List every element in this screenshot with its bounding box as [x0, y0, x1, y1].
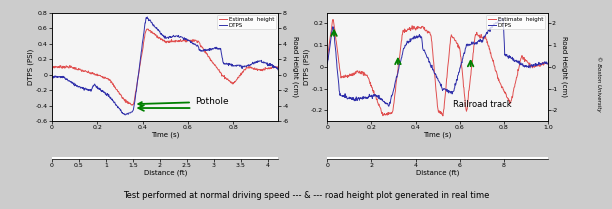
Estimate  height: [144, 28, 151, 30]
Estimate  height: [330, 18, 337, 21]
DTPS: [490, 23, 498, 25]
Line: Estimate  height: Estimate height: [327, 20, 548, 116]
Estimate  height: [381, 112, 388, 115]
DTPS: [454, 74, 461, 77]
Y-axis label: DTPS (PSI): DTPS (PSI): [303, 49, 310, 85]
Line: Estimate  height: Estimate height: [52, 29, 278, 105]
Estimate  height: [424, 32, 431, 34]
DTPS: [106, 97, 114, 99]
DTPS: [182, 39, 190, 41]
DTPS: [498, 17, 505, 19]
Estimate  height: [363, 74, 370, 76]
Text: Railroad track: Railroad track: [453, 100, 512, 109]
DTPS: [381, 100, 388, 103]
Estimate  height: [48, 68, 56, 70]
Estimate  height: [490, 64, 498, 66]
Estimate  height: [88, 71, 95, 74]
Estimate  height: [454, 46, 461, 48]
DTPS: [363, 96, 370, 99]
Legend: Estimate  height, DTPS: Estimate height, DTPS: [217, 15, 275, 29]
X-axis label: Distance (ft): Distance (ft): [416, 169, 459, 176]
Estimate  height: [275, 69, 282, 72]
DTPS: [544, 63, 551, 65]
Estimate  height: [106, 79, 114, 81]
DTPS: [48, 75, 56, 77]
Estimate  height: [152, 34, 159, 36]
Y-axis label: Road Height (cm): Road Height (cm): [292, 36, 298, 97]
DTPS: [220, 61, 227, 64]
Estimate  height: [544, 62, 551, 65]
DTPS: [471, 42, 479, 44]
DTPS: [324, 62, 331, 65]
Y-axis label: DTPS (PSI): DTPS (PSI): [28, 49, 34, 85]
DTPS: [275, 70, 282, 72]
Text: Test performed at normal driving speed --- & --- road height plot generated in r: Test performed at normal driving speed -…: [123, 191, 489, 200]
DTPS: [385, 105, 392, 107]
Line: DTPS: DTPS: [327, 18, 548, 106]
Legend: Estimate  height, DTPS: Estimate height, DTPS: [487, 15, 545, 29]
X-axis label: Time (s): Time (s): [424, 132, 452, 138]
Estimate  height: [439, 115, 447, 117]
DTPS: [152, 26, 159, 28]
Estimate  height: [200, 50, 207, 52]
Estimate  height: [129, 104, 136, 106]
DTPS: [121, 113, 129, 116]
X-axis label: Time (s): Time (s): [151, 132, 179, 138]
DTPS: [200, 48, 207, 51]
Estimate  height: [182, 39, 190, 42]
X-axis label: Distance (ft): Distance (ft): [144, 169, 187, 176]
Estimate  height: [220, 75, 227, 78]
Y-axis label: Road Height (cm): Road Height (cm): [561, 36, 567, 97]
Text: © Boston University: © Boston University: [595, 56, 602, 111]
Estimate  height: [472, 34, 479, 37]
DTPS: [424, 56, 431, 59]
DTPS: [144, 16, 151, 18]
Line: DTPS: DTPS: [52, 17, 278, 115]
Estimate  height: [324, 60, 331, 63]
Text: Pothole: Pothole: [138, 97, 228, 106]
DTPS: [88, 88, 95, 90]
